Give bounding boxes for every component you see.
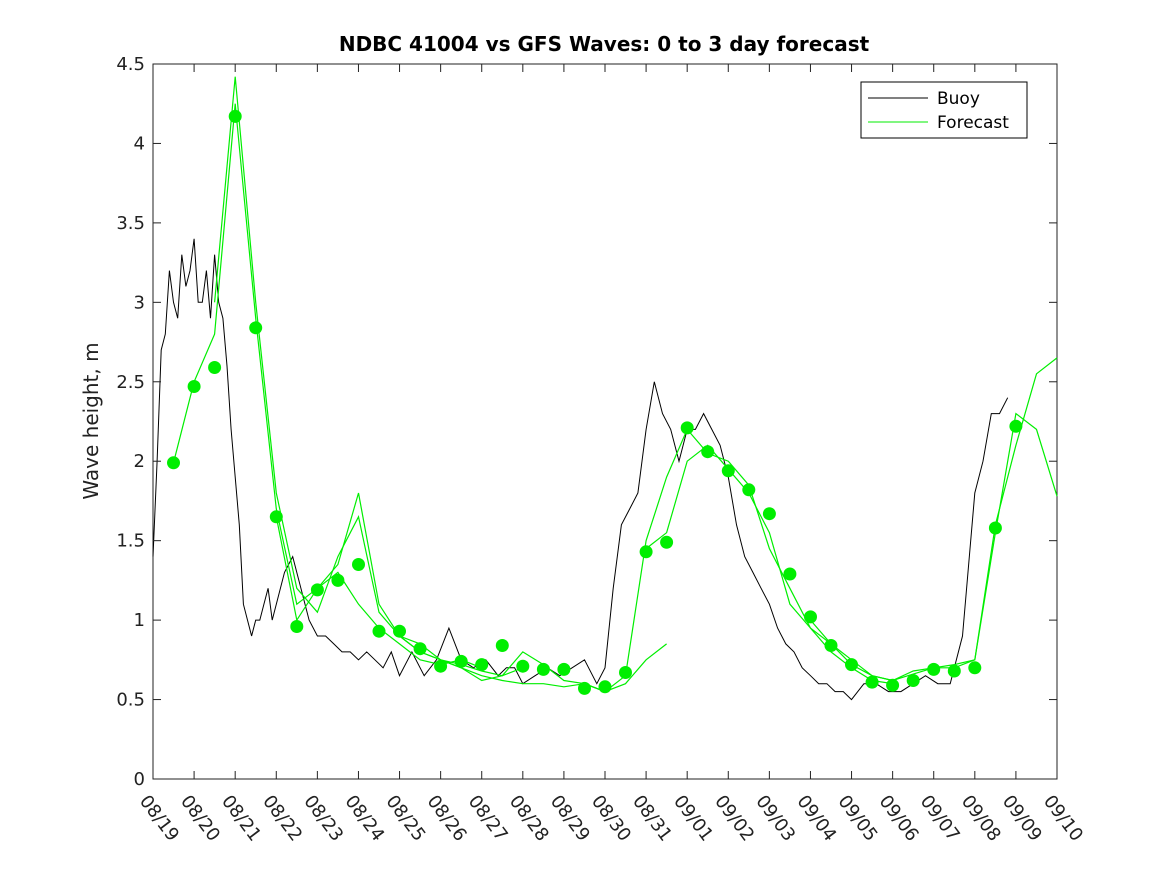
y-tick-label: 3 — [134, 292, 145, 313]
x-tick-label: 08/25 — [382, 791, 430, 845]
y-tick-label: 2 — [134, 451, 145, 472]
x-tick-label: 08/22 — [258, 791, 306, 845]
x-tick-label: 08/23 — [299, 791, 347, 845]
forecast-marker — [208, 361, 222, 374]
forecast-marker — [495, 639, 509, 652]
forecast-marker — [393, 624, 406, 638]
y-tick-label: 0 — [134, 769, 145, 790]
forecast-marker — [1009, 419, 1023, 433]
y-tick-label: 1 — [134, 610, 145, 631]
y-tick-label: 3.5 — [116, 213, 145, 234]
forecast-marker — [701, 445, 715, 459]
forecast-marker — [824, 639, 838, 652]
forecast-marker — [249, 321, 263, 335]
forecast-marker — [228, 109, 242, 123]
forecast-marker — [167, 456, 180, 470]
x-tick-label: 08/27 — [464, 791, 512, 845]
legend-box — [860, 81, 1028, 139]
chart-title: NDBC 41004 vs GFS Waves: 0 to 3 day fore… — [339, 32, 870, 56]
x-tick-label: 08/28 — [505, 791, 553, 845]
forecast-marker — [516, 659, 530, 673]
x-tick-label: 09/10 — [1039, 791, 1087, 845]
forecast-marker — [290, 620, 304, 633]
x-tick-label: 08/29 — [546, 791, 594, 845]
x-tick-label: 09/01 — [669, 791, 717, 845]
plot-frame — [152, 63, 1058, 780]
x-tick-label: 08/26 — [423, 791, 471, 845]
forecast-run-line — [172, 103, 482, 669]
forecast-run-line — [399, 635, 667, 693]
forecast-marker — [475, 658, 489, 672]
forecast-marker — [310, 583, 324, 597]
forecast-marker — [352, 558, 365, 571]
x-tick-label: 09/04 — [792, 791, 840, 845]
legend-forecast-label: Forecast — [937, 113, 1009, 133]
forecast-marker — [680, 421, 694, 435]
plot-area — [152, 63, 1058, 780]
forecast-marker — [619, 666, 632, 679]
x-tick-label: 08/30 — [587, 791, 635, 845]
x-tick-label: 09/09 — [998, 791, 1046, 845]
forecast-marker — [454, 654, 468, 668]
y-tick-label: 4 — [134, 133, 145, 154]
forecast-marker — [783, 567, 797, 581]
legend-buoy-label: Buoy — [937, 89, 980, 109]
x-tick-label: 09/08 — [957, 791, 1005, 845]
forecast-marker — [988, 521, 1002, 535]
forecast-marker — [762, 507, 776, 521]
forecast-marker — [804, 610, 817, 624]
forecast-marker — [845, 658, 858, 672]
x-tick-label: 09/03 — [751, 791, 799, 845]
x-tick-label: 09/02 — [710, 791, 758, 845]
x-tick-label: 09/05 — [834, 791, 882, 845]
y-tick-label: 2.5 — [116, 372, 145, 393]
x-tick-label: 09/07 — [916, 791, 964, 845]
forecast-marker — [331, 573, 345, 587]
y-axis: 0 0.5 1 1.5 2 2.5 3 3.5 4 4.5 — [116, 54, 1057, 790]
forecast-marker — [886, 678, 900, 692]
x-tick-label: 08/24 — [340, 791, 388, 845]
x-tick-label: 08/19 — [135, 791, 183, 845]
forecast-marker — [578, 681, 591, 695]
buoy-series-line — [152, 238, 1009, 701]
forecast-marker — [269, 510, 283, 524]
forecast-marker — [742, 483, 756, 497]
forecast-marker — [413, 642, 427, 656]
y-axis-label: Wave height, m — [79, 342, 103, 499]
legend: Buoy Forecast — [860, 81, 1028, 139]
forecast-marker — [187, 380, 201, 393]
forecast-run-line — [214, 76, 524, 682]
forecast-marker — [639, 545, 653, 559]
x-tick-label: 09/06 — [875, 791, 923, 845]
forecast-marker — [968, 661, 982, 675]
forecast-marker — [660, 535, 674, 549]
x-tick-label: 08/20 — [176, 791, 224, 845]
forecast-marker — [906, 674, 920, 687]
y-tick-label: 4.5 — [116, 54, 145, 75]
y-tick-label: 1.5 — [116, 531, 145, 552]
x-tick-label: 08/21 — [217, 791, 265, 845]
forecast-marker — [865, 675, 879, 689]
forecast-run-line — [584, 428, 893, 693]
forecast-marker — [598, 680, 612, 694]
forecast-marker — [434, 659, 448, 673]
forecast-marker — [536, 662, 550, 676]
forecast-marker — [557, 662, 571, 676]
x-tick-label: 08/31 — [628, 791, 676, 845]
forecast-marker — [721, 464, 735, 478]
y-tick-label: 0.5 — [116, 690, 145, 711]
forecast-marker — [927, 662, 941, 676]
forecast-marker — [947, 664, 961, 678]
forecast-marker — [372, 624, 386, 638]
